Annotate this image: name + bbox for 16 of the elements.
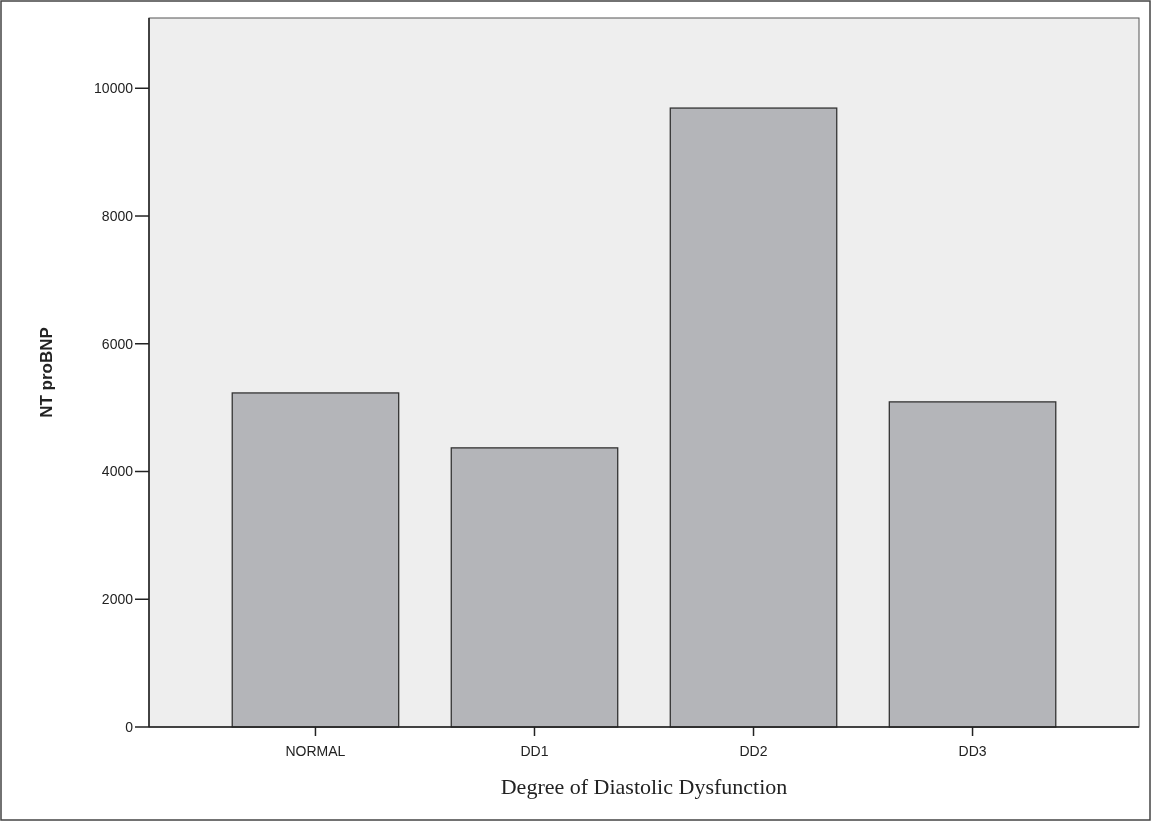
- x-tick-label: NORMAL: [285, 743, 346, 759]
- y-tick-label: 6000: [101, 335, 134, 352]
- y-tick-label: 0: [125, 718, 134, 735]
- bar: [888, 401, 1057, 728]
- x-tick-label: DD1: [520, 743, 549, 759]
- x-tick-label: DD3: [958, 743, 987, 759]
- x-axis-title: Degree of Diastolic Dysfunction: [500, 774, 788, 799]
- bar: [231, 392, 400, 728]
- y-tick-label: 2000: [101, 591, 134, 608]
- y-tick-label: 4000: [101, 463, 134, 480]
- y-tick-label: 8000: [101, 207, 134, 224]
- x-tick-label: DD2: [739, 743, 768, 759]
- bar: [450, 447, 619, 728]
- y-axis-title: NT proBNP: [37, 327, 56, 418]
- y-tick-label: 10000: [94, 80, 134, 97]
- bar: [669, 107, 838, 728]
